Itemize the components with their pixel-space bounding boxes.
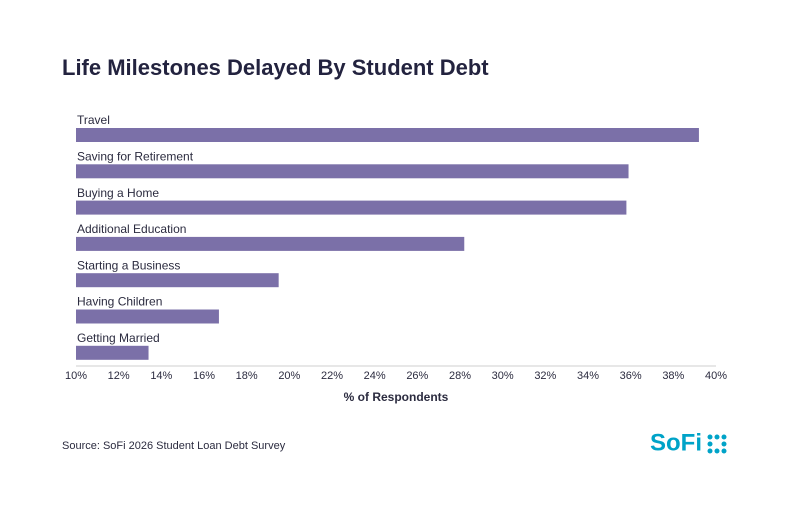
x-tick-label: 26% (406, 370, 428, 382)
x-tick-label: 40% (705, 370, 727, 382)
bar (76, 164, 629, 179)
y-category-label: Travel (77, 113, 110, 127)
x-tick-label: 16% (193, 370, 215, 382)
x-tick-label: 10% (65, 370, 87, 382)
x-tick-label: 34% (577, 370, 599, 382)
y-category-label: Getting Married (77, 331, 160, 345)
bar (76, 200, 627, 215)
x-tick-label: 12% (108, 370, 130, 382)
bar (76, 345, 149, 360)
x-tick-label: 20% (278, 370, 300, 382)
bar (76, 273, 279, 288)
x-tick-label: 32% (534, 370, 556, 382)
y-category-label: Starting a Business (77, 258, 180, 272)
y-category-label: Buying a Home (77, 186, 159, 200)
source: Source: SoFi 2026 Student Loan Debt Surv… (62, 440, 286, 452)
logo-mark (707, 434, 727, 454)
logo: SoFi (650, 429, 702, 456)
x-tick-label: 38% (662, 370, 684, 382)
chart-title: Life Milestones Delayed By Student Debt (62, 55, 489, 80)
x-tick-label: 36% (620, 370, 642, 382)
bar (76, 128, 699, 142)
x-tick-label: 14% (150, 370, 172, 382)
y-category-label: Having Children (77, 295, 162, 309)
x-axis-title: % of Respondents (344, 390, 449, 404)
bar (76, 309, 219, 324)
x-tick-label: 30% (492, 370, 514, 382)
y-category-label: Additional Education (77, 222, 186, 236)
bar (76, 236, 465, 251)
x-tick-label: 18% (236, 370, 258, 382)
y-category-label: Saving for Retirement (77, 149, 194, 163)
x-tick-label: 22% (321, 370, 343, 382)
x-tick-label: 24% (364, 370, 386, 382)
x-tick-label: 28% (449, 370, 471, 382)
